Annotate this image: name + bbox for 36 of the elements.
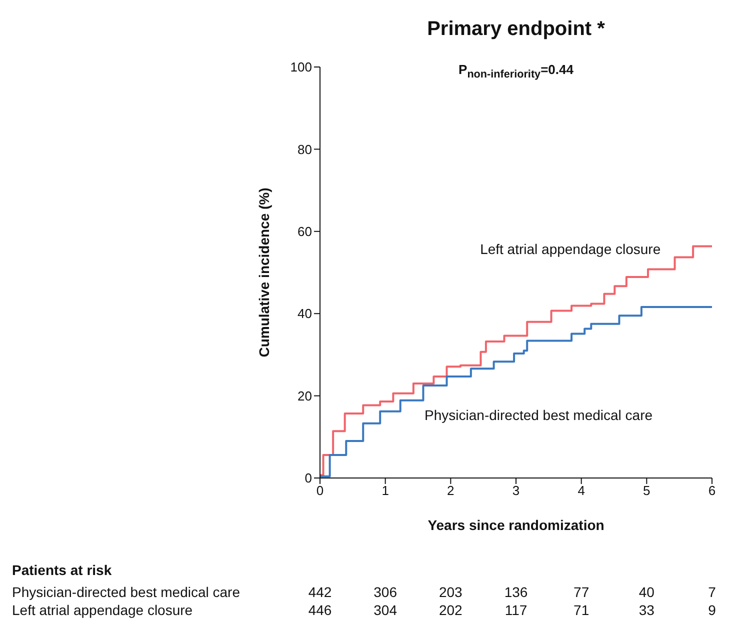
x-tick-label: 5	[643, 483, 650, 498]
text: 442	[307, 584, 333, 600]
text: 203	[438, 584, 464, 600]
series-label: Left atrial appendage closure	[480, 240, 661, 257]
text: Physician-directed best medical care	[12, 584, 240, 600]
text: Patients at risk	[12, 562, 112, 578]
y-axis-title: Cumulative incidence (%)	[256, 188, 272, 358]
x-tick-label: 6	[708, 483, 716, 498]
text: 77	[572, 584, 590, 600]
text: 304	[372, 602, 398, 618]
text: 136	[503, 584, 529, 600]
x-tick-label: 1	[382, 483, 389, 498]
x-tick-label: 0	[316, 483, 324, 498]
text: 446	[307, 602, 333, 618]
x-tick-label: 4	[578, 483, 585, 498]
text: 9	[707, 602, 717, 618]
x-tick-label: 3	[512, 483, 520, 498]
y-tick-label: 20	[298, 388, 312, 404]
y-tick-label: 0	[304, 470, 312, 486]
text: 7	[707, 584, 717, 600]
series-label: Physician-directed best medical care	[424, 407, 653, 424]
chart-title: Primary endpoint *	[426, 18, 606, 41]
y-tick-label: 100	[290, 60, 312, 75]
text: 33	[638, 602, 656, 618]
x-axis-title: Years since randomization	[428, 517, 604, 533]
y-tick-label: 80	[298, 142, 312, 157]
y-tick-label: 60	[298, 224, 312, 240]
text: 306	[372, 584, 398, 600]
text: 71	[572, 602, 590, 618]
text: 202	[438, 602, 464, 618]
text: 40	[638, 584, 656, 600]
x-tick-label: 2	[447, 483, 454, 498]
y-tick-label: 40	[298, 306, 312, 322]
chart-subtitle: P$_{non-inferiority}$=0.44	[458, 62, 574, 81]
text: 117	[504, 602, 528, 618]
text: Left atrial appendage closure	[12, 602, 193, 618]
